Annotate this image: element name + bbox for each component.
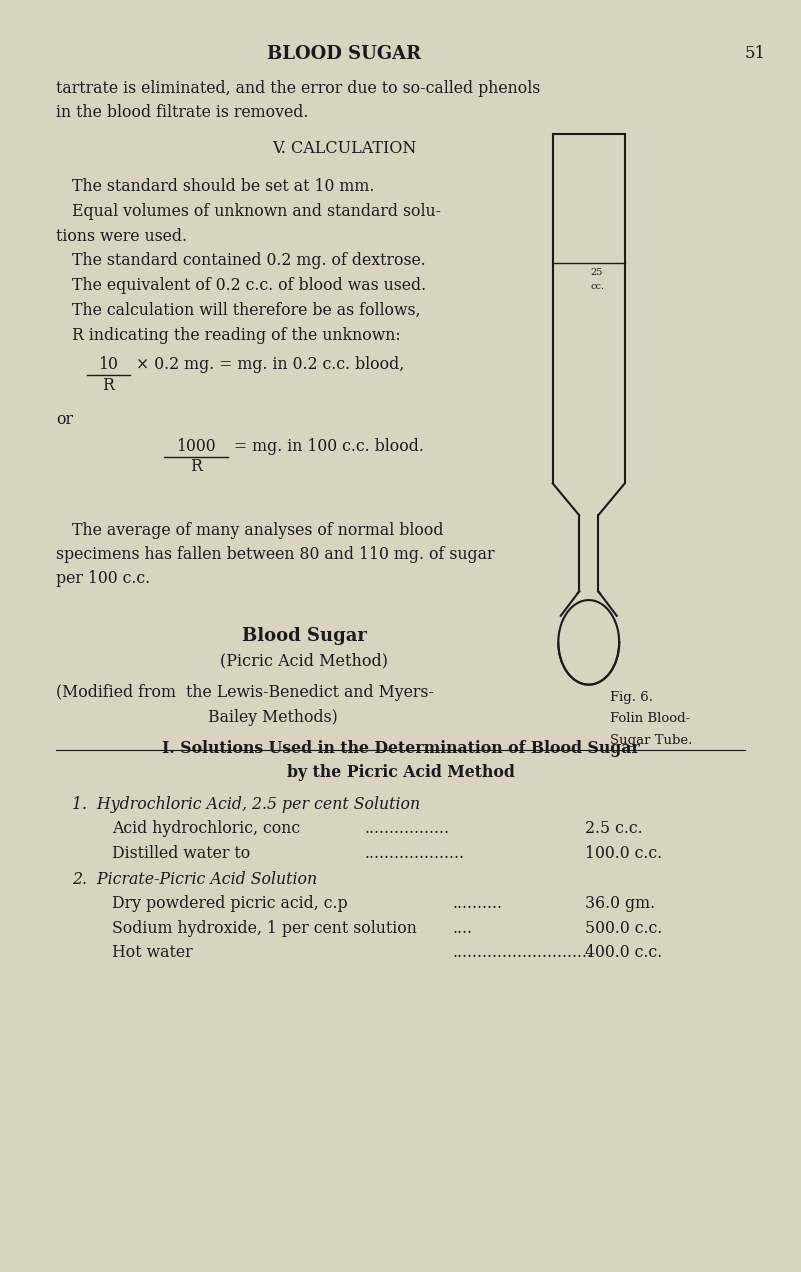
Text: 2.5 c.c.: 2.5 c.c. [585,820,642,837]
Text: Acid hydrochloric, conc: Acid hydrochloric, conc [112,820,300,837]
Text: BLOOD SUGAR: BLOOD SUGAR [268,45,421,62]
Text: (Picric Acid Method): (Picric Acid Method) [220,653,388,669]
Text: ....: .... [453,920,473,936]
Bar [554,134,623,483]
Text: 100.0 c.c.: 100.0 c.c. [585,845,662,861]
Text: The average of many analyses of normal blood: The average of many analyses of normal b… [72,522,444,538]
Text: The standard should be set at 10 mm.: The standard should be set at 10 mm. [72,178,374,195]
Text: 500.0 c.c.: 500.0 c.c. [585,920,662,936]
Text: × 0.2 mg. = mg. in 0.2 c.c. blood,: × 0.2 mg. = mg. in 0.2 c.c. blood, [136,356,405,373]
Text: 36.0 gm.: 36.0 gm. [585,895,655,912]
Text: Bailey Methods): Bailey Methods) [208,709,338,725]
Text: ..........: .......... [453,895,502,912]
Text: cc.: cc. [590,282,605,291]
Text: Distilled water to: Distilled water to [112,845,251,861]
Text: per 100 c.c.: per 100 c.c. [56,570,151,586]
Text: ............................: ............................ [453,944,593,960]
Text: = mg. in 100 c.c. blood.: = mg. in 100 c.c. blood. [234,438,424,454]
Text: 400.0 c.c.: 400.0 c.c. [585,944,662,960]
Text: Sugar Tube.: Sugar Tube. [610,734,693,747]
Text: specimens has fallen between 80 and 110 mg. of sugar: specimens has fallen between 80 and 110 … [56,546,494,562]
Text: 1.  Hydrochloric Acid, 2.5 per cent Solution: 1. Hydrochloric Acid, 2.5 per cent Solut… [72,796,421,813]
Text: Hot water: Hot water [112,944,193,960]
Text: or: or [56,411,73,427]
Text: Equal volumes of unknown and standard solu-: Equal volumes of unknown and standard so… [72,202,441,220]
Text: Folin Blood-: Folin Blood- [610,712,690,725]
Text: tartrate is eliminated, and the error due to so-called phenols: tartrate is eliminated, and the error du… [56,80,541,97]
Text: Dry powdered picric acid, c.p: Dry powdered picric acid, c.p [112,895,348,912]
Text: tions were used.: tions were used. [56,228,187,244]
Text: (Modified from  the Lewis-Benedict and Myers-: (Modified from the Lewis-Benedict and My… [56,684,434,701]
Text: 10: 10 [99,356,118,373]
Text: R: R [191,458,202,474]
Text: R indicating the reading of the unknown:: R indicating the reading of the unknown: [72,327,400,343]
Ellipse shape [558,600,619,684]
Text: .................: ................. [364,820,449,837]
Text: 25: 25 [590,268,602,277]
Bar [554,594,623,642]
Text: 1000: 1000 [176,438,216,454]
Text: The standard contained 0.2 mg. of dextrose.: The standard contained 0.2 mg. of dextro… [72,252,426,270]
Text: The calculation will therefore be as follows,: The calculation will therefore be as fol… [72,301,421,319]
Text: I. Solutions Used in the Determination of Blood Sugar: I. Solutions Used in the Determination o… [162,740,639,757]
Text: 2.  Picrate-Picric Acid Solution: 2. Picrate-Picric Acid Solution [72,871,317,888]
Text: Sodium hydroxide, 1 per cent solution: Sodium hydroxide, 1 per cent solution [112,920,417,936]
Text: Fig. 6.: Fig. 6. [610,691,654,703]
Text: by the Picric Acid Method: by the Picric Acid Method [287,764,514,781]
Text: Blood Sugar: Blood Sugar [242,627,367,645]
Text: R: R [103,377,114,393]
Text: 51: 51 [745,45,766,61]
Text: The equivalent of 0.2 c.c. of blood was used.: The equivalent of 0.2 c.c. of blood was … [72,277,426,294]
Text: in the blood filtrate is removed.: in the blood filtrate is removed. [56,104,308,121]
Text: ....................: .................... [364,845,465,861]
Text: V. CALCULATION: V. CALCULATION [272,140,417,156]
